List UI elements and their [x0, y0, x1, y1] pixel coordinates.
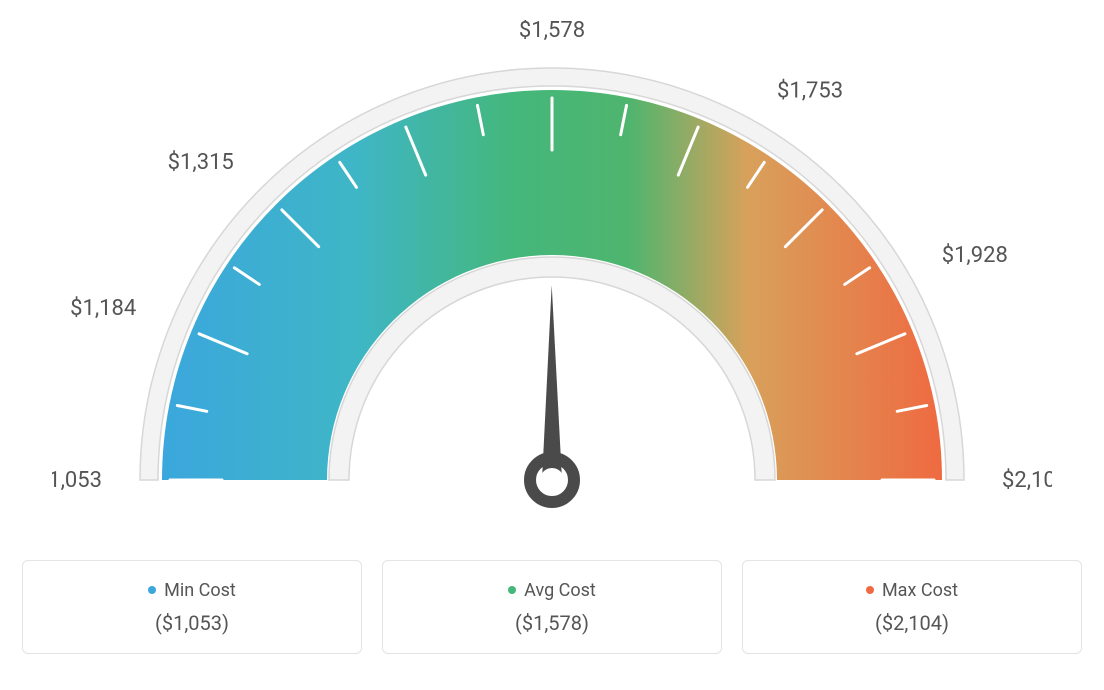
legend-avg-label-text: Avg Cost — [524, 580, 596, 601]
svg-text:$2,104: $2,104 — [1002, 468, 1052, 493]
dot-icon — [148, 586, 156, 594]
legend-min-value: ($1,053) — [43, 611, 341, 635]
svg-text:$1,184: $1,184 — [70, 296, 136, 321]
legend-row: Min Cost ($1,053) Avg Cost ($1,578) Max … — [20, 560, 1084, 654]
legend-min-card: Min Cost ($1,053) — [22, 560, 362, 654]
legend-min-label: Min Cost — [148, 580, 236, 601]
legend-min-label-text: Min Cost — [164, 580, 236, 601]
svg-text:$1,753: $1,753 — [777, 78, 843, 103]
svg-text:$1,315: $1,315 — [168, 150, 234, 175]
legend-avg-card: Avg Cost ($1,578) — [382, 560, 722, 654]
legend-avg-value: ($1,578) — [403, 611, 701, 635]
legend-avg-label: Avg Cost — [508, 580, 596, 601]
legend-max-card: Max Cost ($2,104) — [742, 560, 1082, 654]
cost-gauge-container: $1,053 $1,184 $1,315 $1,578 $1,753 $1,928 $2,1… — [20, 20, 1084, 654]
legend-max-label: Max Cost — [866, 580, 958, 601]
dot-icon — [866, 586, 874, 594]
svg-text:$1,578: $1,578 — [519, 20, 585, 43]
gauge-chart: $1,053 $1,184 $1,315 $1,578 $1,753 $1,928 $2,1… — [20, 20, 1084, 540]
dot-icon — [508, 586, 516, 594]
legend-max-label-text: Max Cost — [882, 580, 958, 601]
svg-text:$1,928: $1,928 — [942, 243, 1008, 268]
svg-text:$1,053: $1,053 — [52, 468, 102, 493]
legend-max-value: ($2,104) — [763, 611, 1061, 635]
